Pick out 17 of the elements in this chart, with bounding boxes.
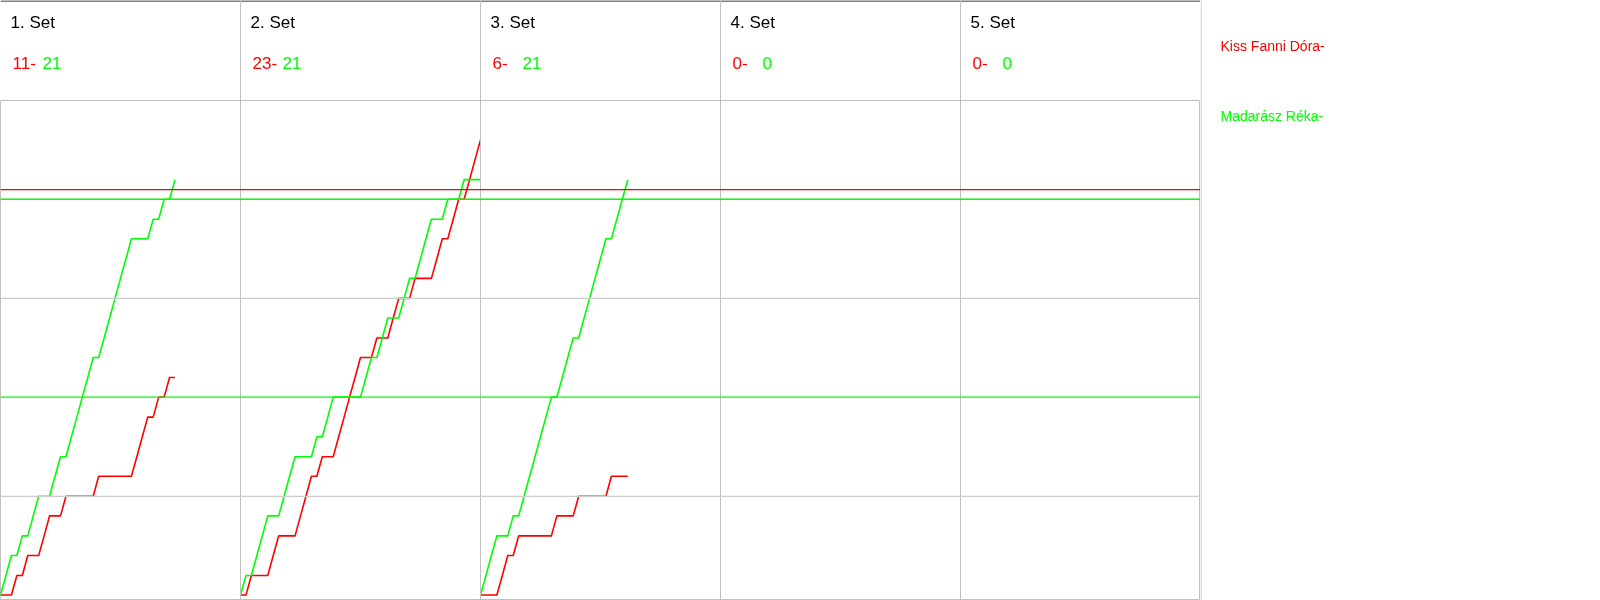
text: Madarász Réka- (1220, 107, 1324, 124)
text: 0 (762, 53, 772, 73)
text: 21 (42, 53, 62, 73)
text: 21 (522, 53, 542, 73)
text: 2. Set (250, 13, 296, 32)
text: 3. Set (490, 13, 536, 32)
text: 0- (972, 53, 988, 73)
text: 11- (12, 53, 36, 73)
text: 21 (282, 53, 302, 73)
text: 4. Set (730, 13, 776, 32)
text: 5. Set (970, 13, 1016, 32)
text: 0 (1002, 53, 1012, 73)
text: Kiss Fanni Dóra- (1220, 37, 1326, 54)
text: 6- (492, 53, 508, 73)
text: 0- (732, 53, 748, 73)
text: 1. Set (10, 13, 56, 32)
text: 23- (252, 53, 278, 73)
